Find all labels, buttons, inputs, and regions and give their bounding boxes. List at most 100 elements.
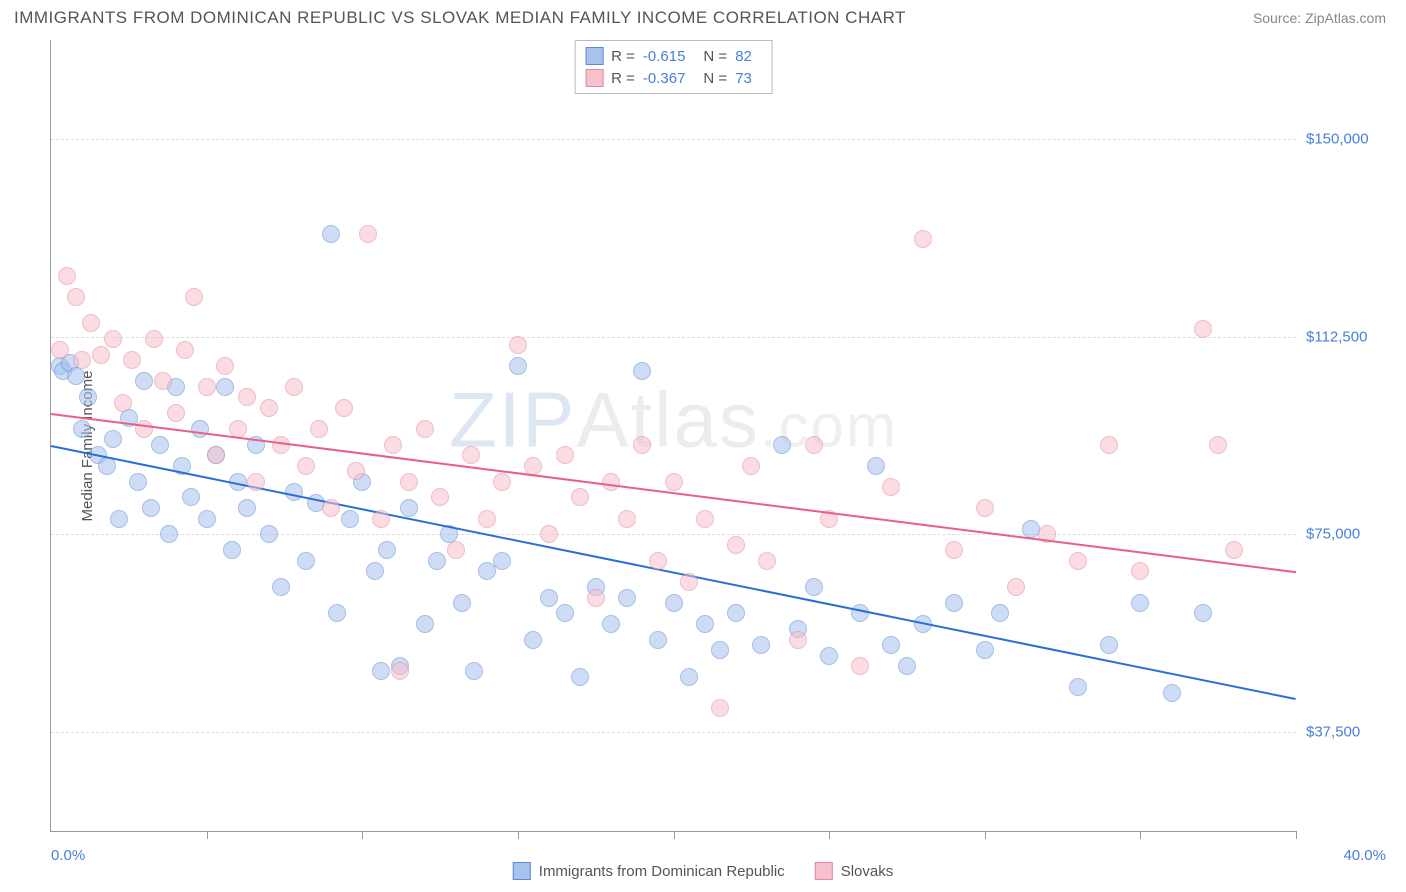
- legend-swatch-icon: [815, 862, 833, 880]
- data-point: [198, 378, 216, 396]
- data-point: [462, 446, 480, 464]
- data-point: [135, 372, 153, 390]
- n-label: N =: [703, 70, 727, 87]
- data-point: [272, 578, 290, 596]
- n-value-1: 82: [735, 48, 752, 65]
- data-point: [67, 367, 85, 385]
- chart-title: IMMIGRANTS FROM DOMINICAN REPUBLIC VS SL…: [14, 8, 906, 28]
- legend-swatch-icon: [513, 862, 531, 880]
- data-point: [742, 457, 760, 475]
- data-point: [447, 541, 465, 559]
- data-point: [752, 636, 770, 654]
- data-point: [104, 330, 122, 348]
- y-tick-label: $112,500: [1306, 328, 1367, 345]
- data-point: [727, 536, 745, 554]
- data-point: [571, 488, 589, 506]
- data-point: [167, 404, 185, 422]
- data-point: [914, 230, 932, 248]
- data-point: [135, 420, 153, 438]
- data-point: [1100, 636, 1118, 654]
- data-point: [945, 541, 963, 559]
- data-point: [223, 541, 241, 559]
- data-point: [1100, 436, 1118, 454]
- data-point: [820, 647, 838, 665]
- data-point: [1194, 320, 1212, 338]
- data-point: [142, 499, 160, 517]
- x-tick: [829, 831, 830, 839]
- data-point: [400, 473, 418, 491]
- data-point: [618, 589, 636, 607]
- legend-row-series-2: R = -0.367 N = 73: [585, 67, 762, 89]
- data-point: [633, 436, 651, 454]
- data-point: [285, 378, 303, 396]
- data-point: [1131, 562, 1149, 580]
- data-point: [478, 510, 496, 528]
- x-tick: [985, 831, 986, 839]
- n-value-2: 73: [735, 70, 752, 87]
- data-point: [400, 499, 418, 517]
- data-point: [524, 631, 542, 649]
- data-point: [216, 378, 234, 396]
- data-point: [1225, 541, 1243, 559]
- data-point: [571, 668, 589, 686]
- data-point: [524, 457, 542, 475]
- data-point: [882, 478, 900, 496]
- legend-swatch-1: [585, 47, 603, 65]
- data-point: [882, 636, 900, 654]
- data-point: [805, 578, 823, 596]
- data-point: [1069, 678, 1087, 696]
- data-point: [58, 267, 76, 285]
- data-point: [1007, 578, 1025, 596]
- data-point: [805, 436, 823, 454]
- data-point: [789, 631, 807, 649]
- data-point: [1069, 552, 1087, 570]
- r-value-1: -0.615: [643, 48, 686, 65]
- r-value-2: -0.367: [643, 70, 686, 87]
- data-point: [711, 641, 729, 659]
- data-point: [322, 225, 340, 243]
- data-point: [696, 510, 714, 528]
- data-point: [310, 420, 328, 438]
- x-tick: [518, 831, 519, 839]
- data-point: [587, 589, 605, 607]
- data-point: [238, 499, 256, 517]
- x-tick: [207, 831, 208, 839]
- data-point: [145, 330, 163, 348]
- scatter-plot-area: ZIPAtlas.com R = -0.615 N = 82 R = -0.36…: [50, 40, 1296, 832]
- correlation-legend: R = -0.615 N = 82 R = -0.367 N = 73: [574, 40, 773, 94]
- data-point: [366, 562, 384, 580]
- data-point: [758, 552, 776, 570]
- data-point: [335, 399, 353, 417]
- data-point: [260, 399, 278, 417]
- data-point: [649, 631, 667, 649]
- data-point: [680, 668, 698, 686]
- x-tick: [674, 831, 675, 839]
- data-point: [680, 573, 698, 591]
- data-point: [540, 525, 558, 543]
- legend-text-1: Immigrants from Dominican Republic: [539, 863, 785, 880]
- grid-line: [51, 139, 1296, 140]
- data-point: [431, 488, 449, 506]
- data-point: [618, 510, 636, 528]
- data-point: [665, 594, 683, 612]
- data-point: [372, 510, 390, 528]
- data-point: [898, 657, 916, 675]
- data-point: [82, 314, 100, 332]
- data-point: [391, 662, 409, 680]
- data-point: [428, 552, 446, 570]
- data-point: [465, 662, 483, 680]
- data-point: [1131, 594, 1149, 612]
- data-point: [633, 362, 651, 380]
- data-point: [110, 510, 128, 528]
- data-point: [297, 552, 315, 570]
- legend-item-1: Immigrants from Dominican Republic: [513, 862, 785, 880]
- data-point: [328, 604, 346, 622]
- data-point: [176, 341, 194, 359]
- data-point: [478, 562, 496, 580]
- source-label: Source: ZipAtlas.com: [1253, 10, 1386, 26]
- data-point: [696, 615, 714, 633]
- data-point: [945, 594, 963, 612]
- y-tick-label: $75,000: [1306, 526, 1360, 543]
- x-tick: [1140, 831, 1141, 839]
- grid-line: [51, 534, 1296, 535]
